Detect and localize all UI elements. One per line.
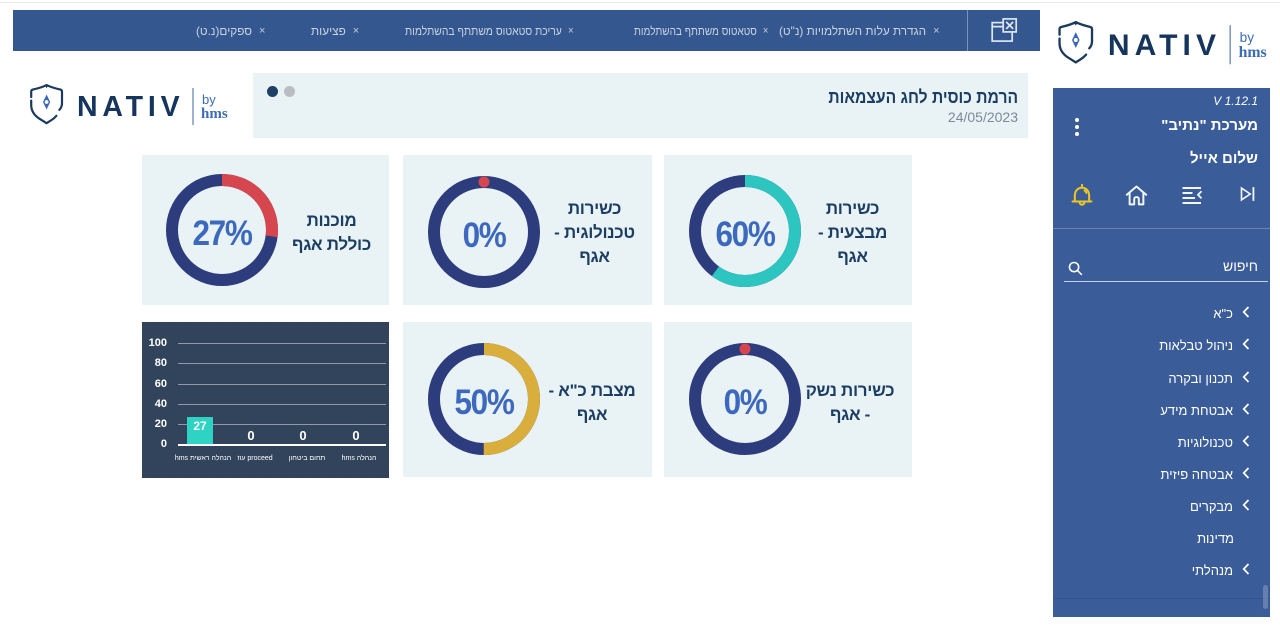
svg-text:NATIV: NATIV — [1108, 29, 1221, 62]
svg-text:by: by — [1240, 30, 1255, 45]
svg-text:hms: hms — [201, 106, 228, 122]
svg-text:hms: hms — [1239, 44, 1267, 61]
svg-text:NATIV: NATIV — [77, 91, 184, 123]
svg-text:by: by — [202, 92, 216, 107]
